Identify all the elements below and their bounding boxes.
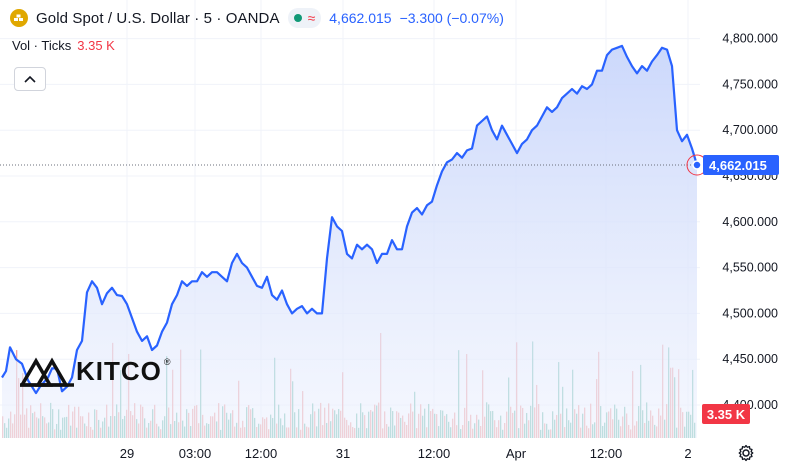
price-tick-label: 4,450.000 <box>722 352 778 366</box>
time-tick-label: 31 <box>336 446 350 461</box>
last-price-label-text: 4,662.015 <box>709 158 767 173</box>
chevron-up-icon <box>24 75 36 83</box>
gear-icon[interactable] <box>737 444 755 462</box>
price-axis[interactable]: 4,800.0004,750.0004,700.0004,650.0004,60… <box>722 32 778 412</box>
gold-bars-icon[interactable] <box>10 9 28 27</box>
volume-value: 3.35 K <box>77 38 115 53</box>
volume-axis-label-text: 3.35 K <box>707 407 746 422</box>
price-tick-label: 4,800.000 <box>722 32 778 46</box>
volume-label: Vol · Ticks <box>12 38 72 53</box>
last-price-marker <box>692 160 702 170</box>
volume-axis-label: 3.35 K <box>702 404 750 424</box>
price-tick-label: 4,550.000 <box>722 261 778 275</box>
data-delay-icon: ≈ <box>307 10 316 26</box>
price-tick-label: 4,500.000 <box>722 306 778 320</box>
volume-legend[interactable]: Vol · Ticks 3.35 K <box>12 38 115 53</box>
time-axis[interactable]: 29 03:00 12:00 31 12:00 Apr 12:00 2 <box>120 446 692 461</box>
market-open-icon <box>293 14 302 22</box>
time-tick-label: 12:00 <box>590 446 623 461</box>
time-tick-label: 12:00 <box>245 446 278 461</box>
symbol-title[interactable]: Gold Spot / U.S. Dollar · 5 · OANDA <box>36 9 280 27</box>
status-pill[interactable]: ≈ <box>287 8 322 28</box>
price-tick-label: 4,750.000 <box>722 77 778 91</box>
last-price-label: 4,662.015 <box>703 155 779 176</box>
chart-header: Gold Spot / U.S. Dollar · 5 · OANDA ≈ 4,… <box>10 6 504 30</box>
price-change: −3.300 (−0.07%) <box>399 10 504 26</box>
price-line <box>1 44 699 395</box>
kitco-watermark: KITCO ® <box>20 356 171 387</box>
kitco-wordmark: KITCO <box>76 356 162 386</box>
registered-mark: ® <box>163 356 171 367</box>
kitco-logo-icon <box>20 357 74 387</box>
time-tick-label: Apr <box>506 446 527 461</box>
time-tick-label: 29 <box>120 446 134 461</box>
time-tick-label: 12:00 <box>418 446 451 461</box>
collapse-legend-button[interactable] <box>14 67 46 91</box>
price-tick-label: 4,700.000 <box>722 123 778 137</box>
price-tick-label: 4,600.000 <box>722 215 778 229</box>
current-price: 4,662.015 <box>329 10 392 26</box>
time-tick-label: 2 <box>684 446 691 461</box>
time-tick-label: 03:00 <box>179 446 212 461</box>
